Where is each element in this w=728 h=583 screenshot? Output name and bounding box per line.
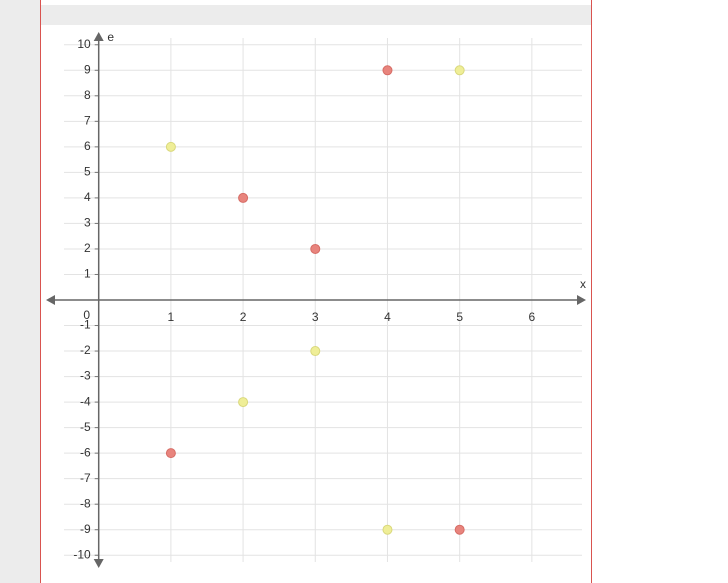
y-tick-label: -2 [80,343,91,357]
plot: -10 -9 -8 -7 -6 -5 -4 -3 -2 -1 1 2 3 4 5 6 7 8 9 10 0 1 2 3 4 5 6 x… [46,30,586,568]
x-tick-label: 0 [83,308,90,322]
point [310,346,321,357]
y-tick-label: -8 [80,496,91,510]
y-tick-label: -5 [80,420,91,434]
x-tick-label: 4 [384,310,391,324]
point [382,524,393,535]
y-tick-label: 7 [84,114,91,128]
point [165,141,176,152]
y-tick-label: 8 [84,88,91,102]
y-tick-label: 3 [84,216,91,230]
x-tick-label: 1 [168,310,175,324]
y-tick-label: -1 [80,318,91,332]
y-axis-label: e [107,30,114,44]
y-tick-label: 1 [84,267,91,281]
y-tick-label: -4 [80,394,91,408]
x-tick-label: 6 [529,310,536,324]
y-tick-label: 4 [84,190,91,204]
y-tick-label: -9 [80,522,91,536]
point [454,65,465,76]
point [454,524,465,535]
y-tick-label: 10 [77,37,91,51]
panel-header [40,5,592,25]
y-tick-label: -6 [80,445,91,459]
point [310,243,321,254]
side-strip [0,0,40,583]
y-tick-label: -3 [80,369,91,383]
y-tick-label: 9 [84,62,91,76]
x-tick-label: 3 [312,310,319,324]
y-tick-label: -7 [80,471,91,485]
y-tick-label: 6 [84,139,91,153]
x-axis-label: x [580,277,586,291]
x-tick-label: 5 [456,310,463,324]
y-tick-label: 2 [84,241,91,255]
point [382,65,393,76]
point [165,448,176,459]
x-tick-label: 2 [240,310,247,324]
y-tick-label: 5 [84,165,91,179]
point [238,192,249,203]
y-tick-label: -10 [73,547,91,561]
point [238,397,249,408]
